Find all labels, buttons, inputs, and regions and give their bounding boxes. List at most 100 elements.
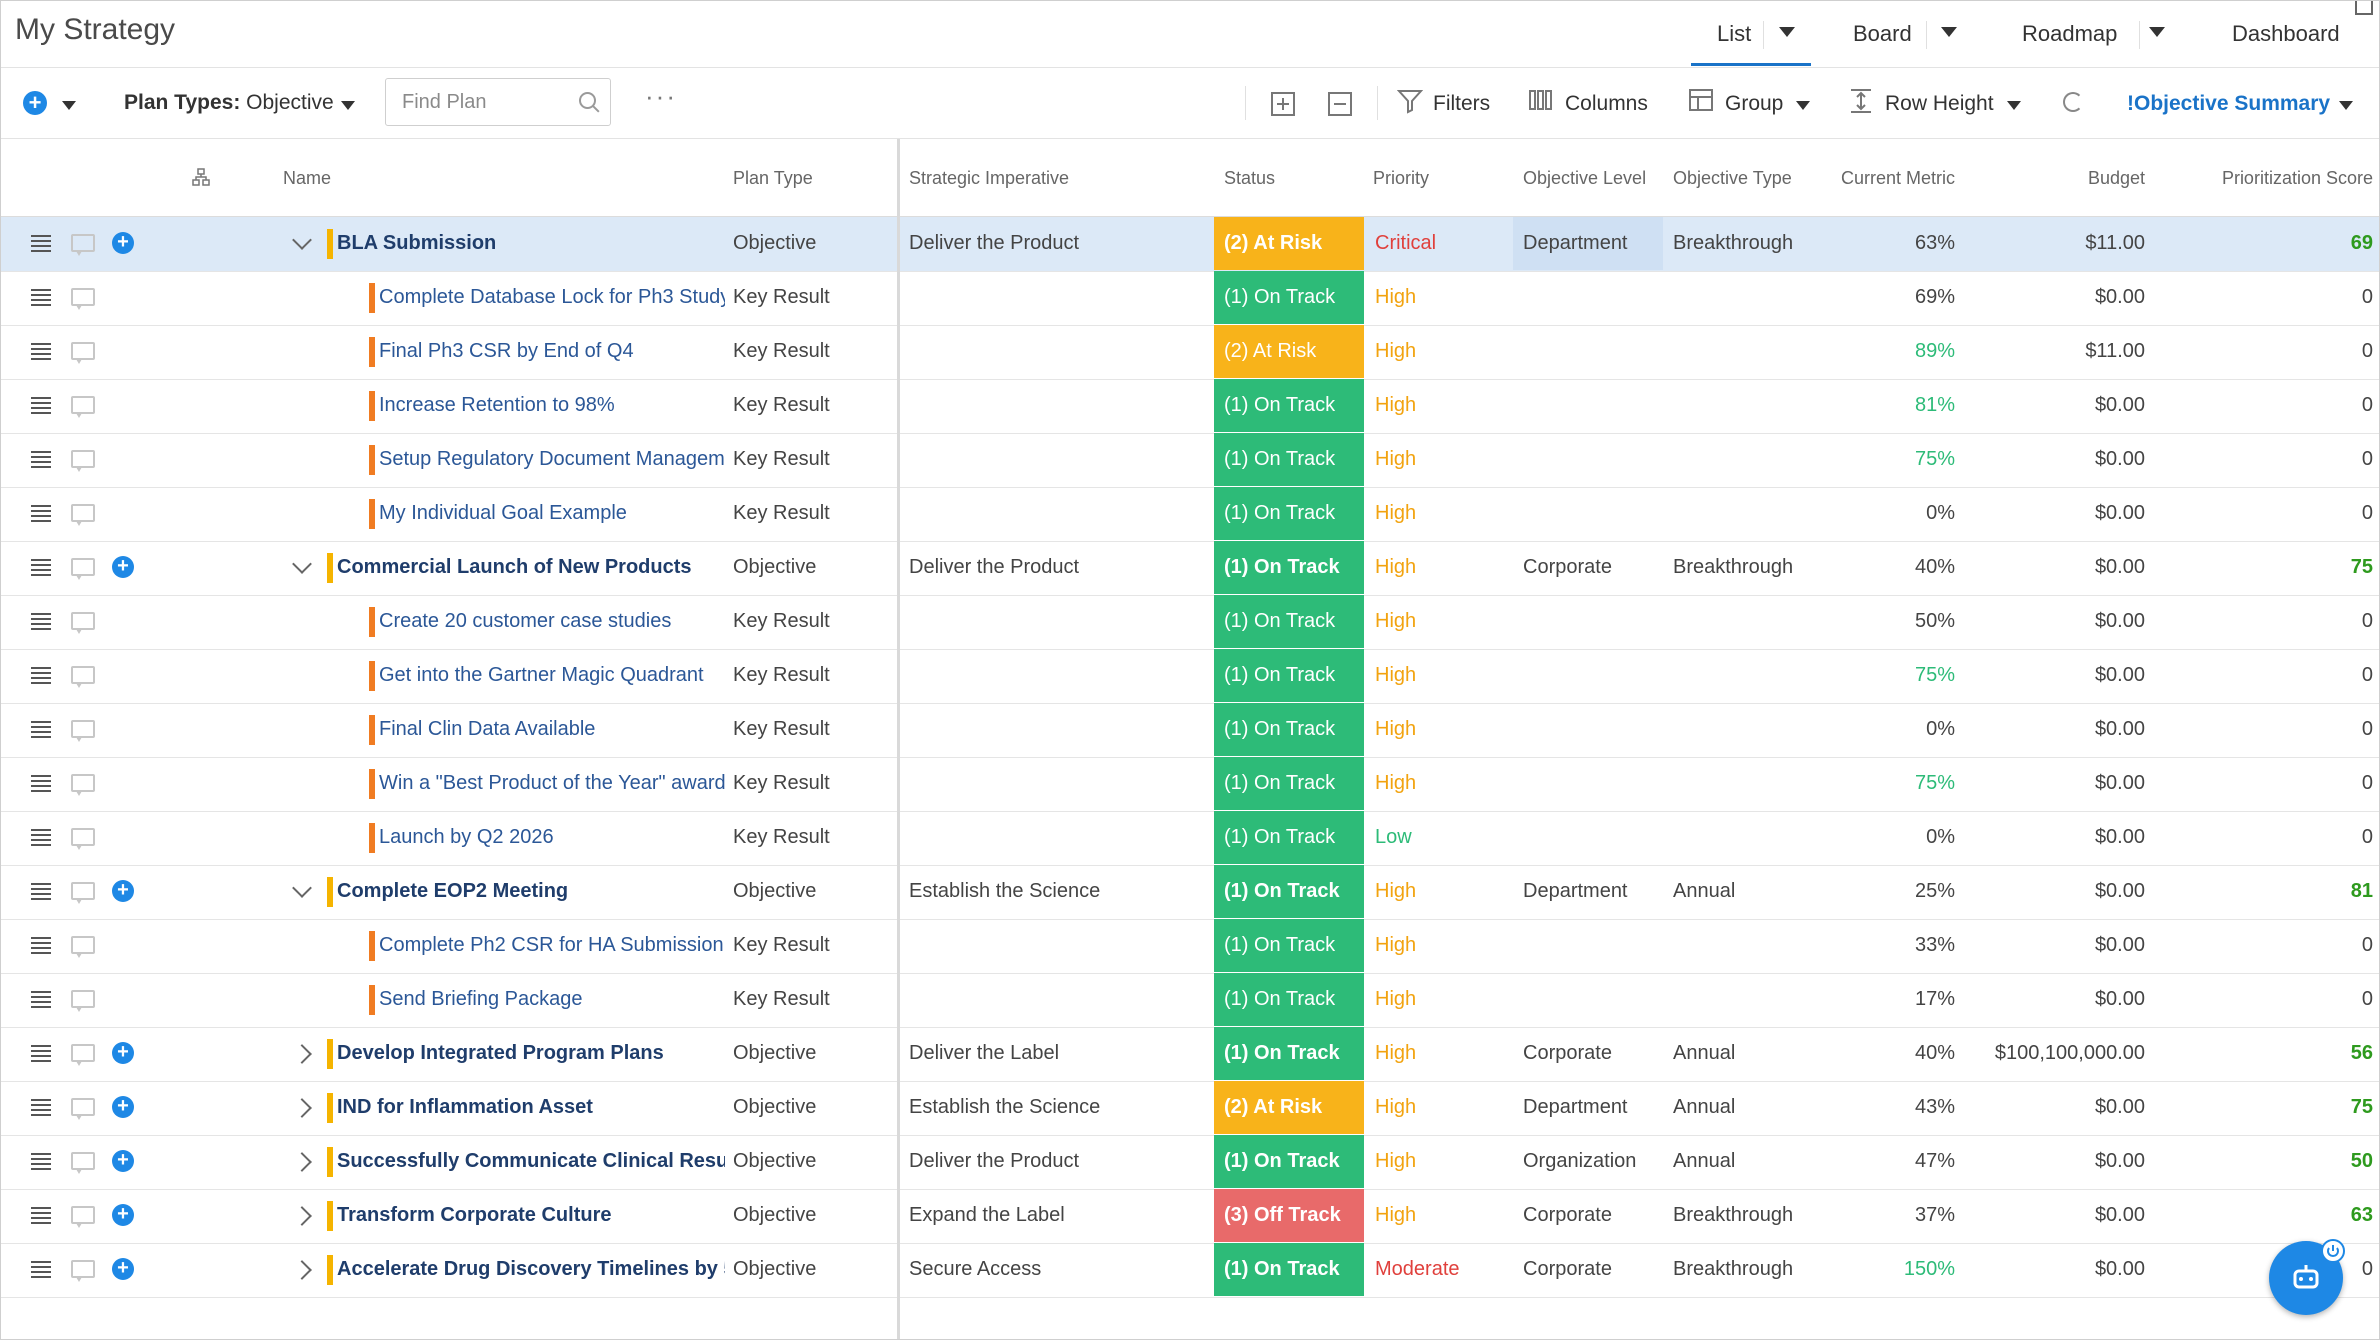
comment-icon[interactable] [71, 396, 95, 418]
objective-row[interactable]: + Commercial Launch of New Products Object… [1, 541, 2379, 596]
comment-icon[interactable] [71, 774, 95, 796]
hierarchy-icon[interactable] [192, 168, 210, 186]
add-child-button[interactable]: + [112, 556, 134, 578]
plan-name[interactable]: Create 20 customer case studies [379, 610, 672, 632]
row-height-caret-icon[interactable] [2007, 101, 2021, 110]
key-result-row[interactable]: Complete Database Lock for Ph3 Study Key … [1, 271, 2379, 326]
comment-icon[interactable] [71, 936, 95, 958]
status-badge[interactable]: (2) At Risk [1214, 325, 1364, 378]
key-result-row[interactable]: Launch by Q2 2026 Key Result (1) On Track L… [1, 811, 2379, 866]
row-menu-icon[interactable] [31, 343, 51, 360]
comment-icon[interactable] [71, 1152, 95, 1174]
col-header-current-metric[interactable]: Current Metric [1840, 168, 1955, 188]
plan-name[interactable]: Win a "Best Product of the Year" award a [379, 772, 725, 794]
find-plan-input[interactable] [386, 79, 574, 125]
plan-name[interactable]: Final Ph3 CSR by End of Q4 [379, 340, 634, 362]
expand-chevron-icon[interactable] [292, 1206, 312, 1226]
row-menu-icon[interactable] [31, 559, 51, 576]
list-caret-icon[interactable] [1779, 27, 1795, 37]
add-plan-button[interactable]: + [23, 91, 47, 115]
tab-roadmap[interactable]: Roadmap [2022, 21, 2118, 46]
status-badge[interactable]: (1) On Track [1214, 649, 1364, 702]
key-result-row[interactable]: Complete Ph2 CSR for HA Submission Key Re… [1, 919, 2379, 974]
collapse-all-icon[interactable] [1328, 92, 1352, 116]
status-badge[interactable]: (2) At Risk [1214, 1081, 1364, 1134]
row-menu-icon[interactable] [31, 1153, 51, 1170]
board-caret-icon[interactable] [1941, 27, 1957, 37]
row-menu-icon[interactable] [31, 775, 51, 792]
status-badge[interactable]: (1) On Track [1214, 919, 1364, 972]
row-menu-icon[interactable] [31, 937, 51, 954]
comment-icon[interactable] [71, 990, 95, 1012]
row-menu-icon[interactable] [31, 1261, 51, 1278]
plan-name[interactable]: Successfully Communicate Clinical Result… [337, 1150, 725, 1172]
plan-name[interactable]: Final Clin Data Available [379, 718, 596, 740]
col-header-prioritization-score[interactable]: Prioritization Score [2221, 168, 2373, 188]
row-menu-icon[interactable] [31, 289, 51, 306]
frozen-column-divider[interactable] [897, 139, 900, 1339]
comment-icon[interactable] [71, 504, 95, 526]
status-badge[interactable]: (1) On Track [1214, 541, 1364, 594]
plan-types-caret-icon[interactable] [341, 101, 355, 110]
status-badge[interactable]: (2) At Risk [1214, 217, 1364, 270]
row-menu-icon[interactable] [31, 991, 51, 1008]
group-button[interactable]: Group [1725, 92, 1784, 115]
comment-icon[interactable] [71, 612, 95, 634]
row-menu-icon[interactable] [31, 397, 51, 414]
objective-row[interactable]: + BLA Submission Objective Deliver the Prod… [1, 217, 2379, 272]
col-header-priority[interactable]: Priority [1373, 168, 1430, 188]
add-child-button[interactable]: + [112, 232, 134, 254]
columns-icon[interactable] [1529, 89, 1553, 117]
row-menu-icon[interactable] [31, 667, 51, 684]
key-result-row[interactable]: Increase Retention to 98% Key Result (1) O… [1, 379, 2379, 434]
comment-icon[interactable] [71, 558, 95, 580]
status-badge[interactable]: (1) On Track [1214, 973, 1364, 1026]
status-badge[interactable]: (1) On Track [1214, 595, 1364, 648]
comment-icon[interactable] [71, 342, 95, 364]
row-menu-icon[interactable] [31, 1045, 51, 1062]
add-child-button[interactable]: + [112, 1258, 134, 1280]
objective-row[interactable]: + Successfully Communicate Clinical Resul… [1, 1135, 2379, 1190]
comment-icon[interactable] [71, 1044, 95, 1066]
status-badge[interactable]: (1) On Track [1214, 271, 1364, 324]
more-options-icon[interactable]: ··· [645, 81, 677, 111]
columns-button[interactable]: Columns [1565, 92, 1648, 115]
status-badge[interactable]: (1) On Track [1214, 379, 1364, 432]
col-header-budget[interactable]: Budget [2087, 168, 2145, 188]
comment-icon[interactable] [71, 882, 95, 904]
row-height-button[interactable]: Row Height [1885, 92, 1994, 115]
comment-icon[interactable] [71, 720, 95, 742]
col-header-status[interactable]: Status [1224, 168, 1276, 188]
comment-icon[interactable] [71, 288, 95, 310]
add-child-button[interactable]: + [112, 1150, 134, 1172]
key-result-row[interactable]: Create 20 customer case studies Key Resul… [1, 595, 2379, 650]
key-result-row[interactable]: Win a "Best Product of the Year" award a… [1, 757, 2379, 812]
plan-name[interactable]: BLA Submission [337, 232, 497, 254]
tab-board[interactable]: Board [1853, 21, 1912, 46]
status-badge[interactable]: (1) On Track [1214, 757, 1364, 810]
plan-name[interactable]: IND for Inflammation Asset [337, 1096, 593, 1118]
collapse-chevron-icon[interactable] [292, 554, 312, 574]
objective-row[interactable]: + Accelerate Drug Discovery Timelines by … [1, 1243, 2379, 1298]
objective-row[interactable]: + Complete EOP2 Meeting Objective Establish… [1, 865, 2379, 920]
add-child-button[interactable]: + [112, 880, 134, 902]
row-menu-icon[interactable] [31, 1099, 51, 1116]
col-header-objective-level[interactable]: Objective Level [1523, 168, 1647, 188]
add-caret-icon[interactable] [62, 101, 76, 110]
search-icon[interactable] [579, 92, 596, 109]
plan-name[interactable]: Complete Database Lock for Ph3 Study [379, 286, 725, 308]
key-result-row[interactable]: My Individual Goal Example Key Result (1) … [1, 487, 2379, 542]
filter-icon[interactable] [1396, 88, 1424, 120]
status-badge[interactable]: (1) On Track [1214, 433, 1364, 486]
comment-icon[interactable] [71, 450, 95, 472]
add-child-button[interactable]: + [112, 1204, 134, 1226]
objective-row[interactable]: + Develop Integrated Program Plans Objecti… [1, 1027, 2379, 1082]
filters-button[interactable]: Filters [1433, 92, 1491, 115]
key-result-row[interactable]: Setup Regulatory Document Manageme Key Re… [1, 433, 2379, 488]
collapse-chevron-icon[interactable] [292, 230, 312, 250]
row-menu-icon[interactable] [31, 235, 51, 252]
status-badge[interactable]: (1) On Track [1214, 703, 1364, 756]
plan-name[interactable]: Get into the Gartner Magic Quadrant [379, 664, 704, 686]
refresh-icon[interactable] [2063, 92, 2083, 112]
status-badge[interactable]: (1) On Track [1214, 811, 1364, 864]
